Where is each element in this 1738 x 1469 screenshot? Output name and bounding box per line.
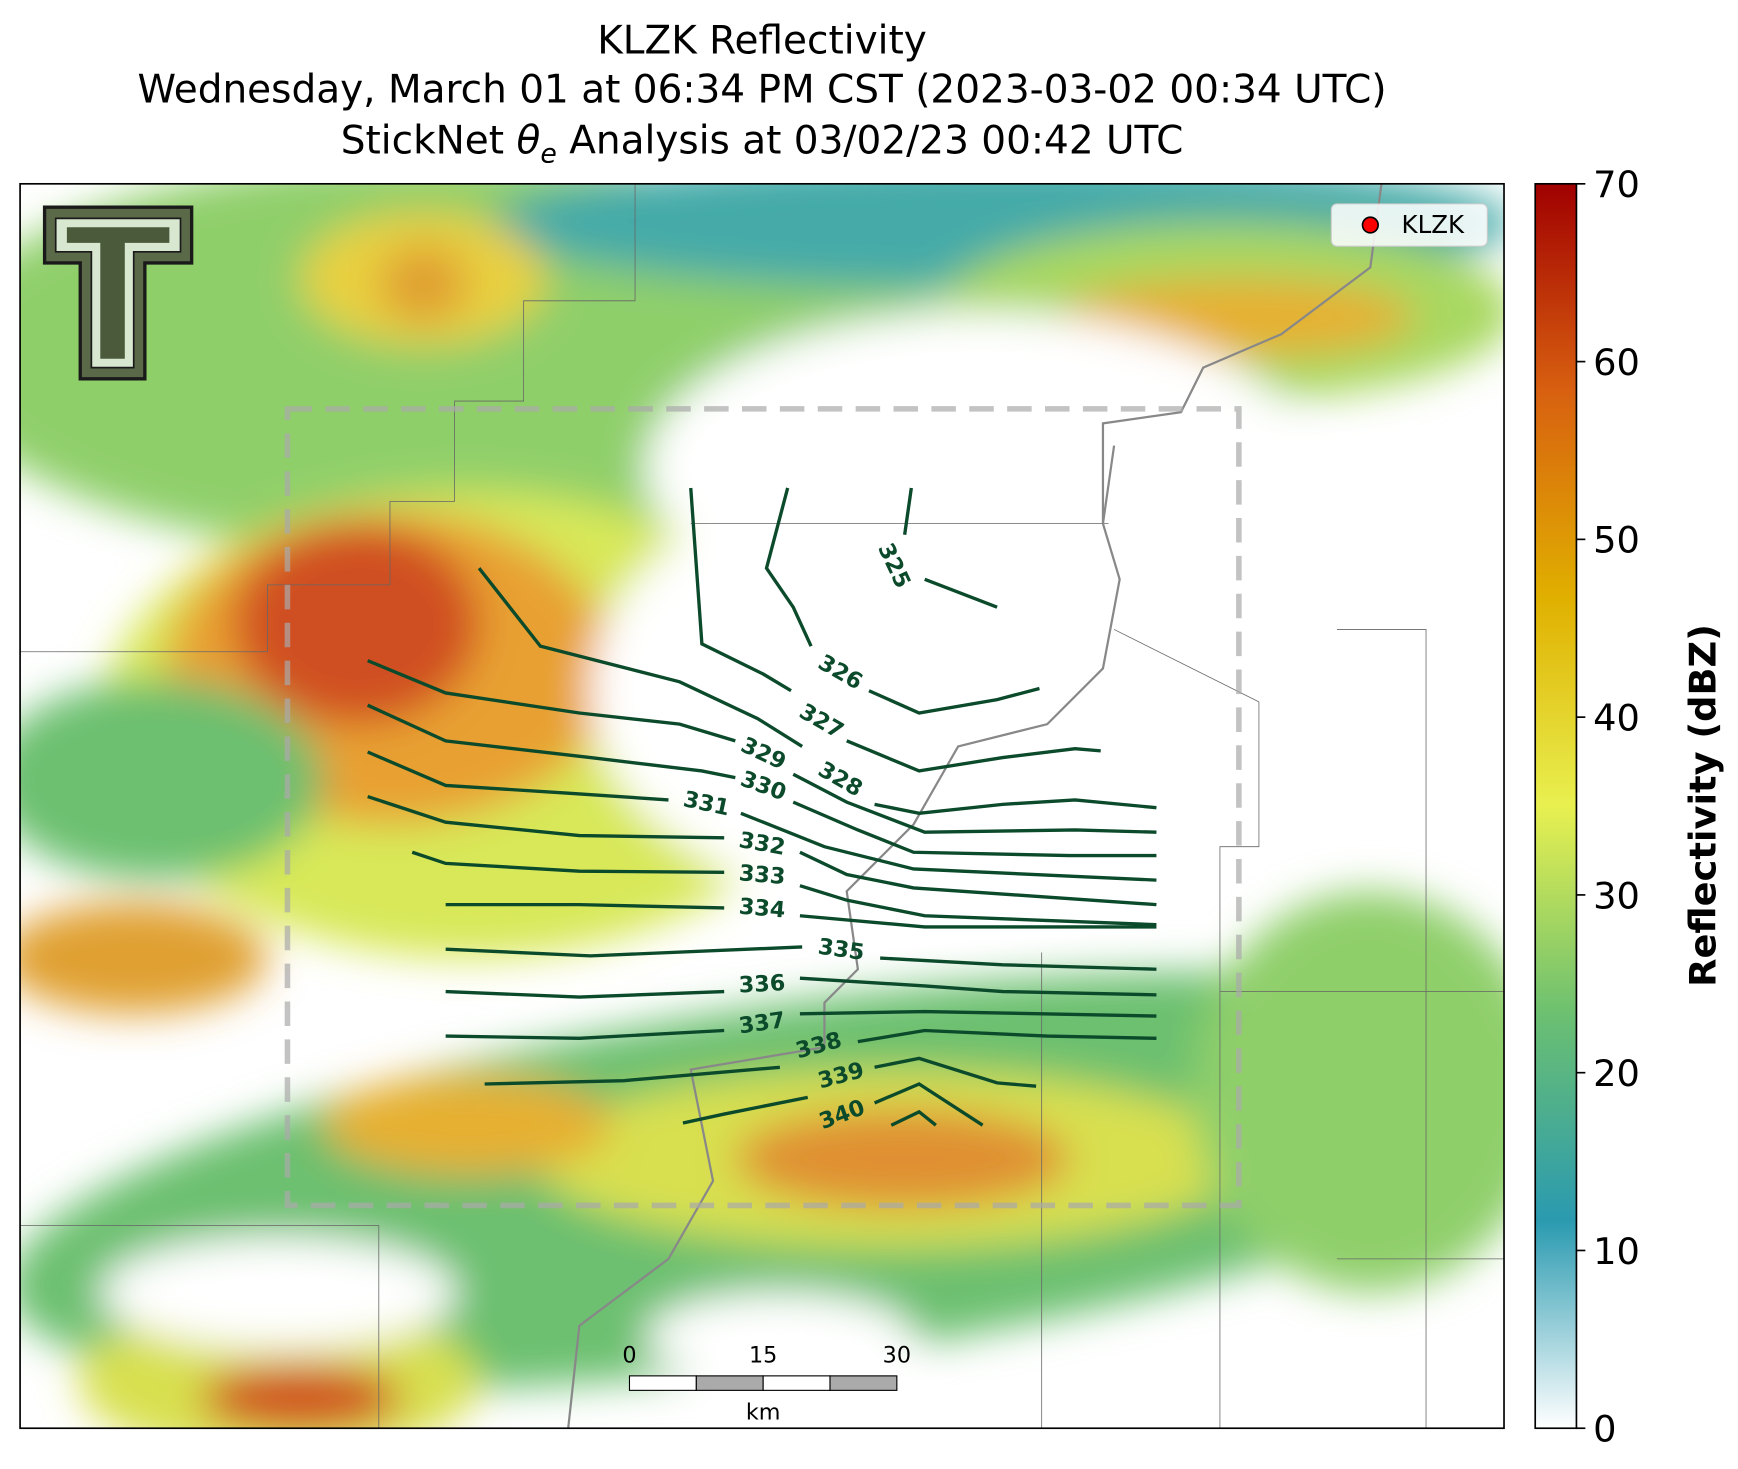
scale-segment bbox=[695, 1375, 764, 1391]
scale-segment bbox=[628, 1375, 697, 1391]
colorbar-tick-label: 30 bbox=[1593, 874, 1640, 917]
scale-unit: km bbox=[746, 1399, 781, 1425]
contour-label: 335 bbox=[816, 934, 866, 966]
scale-tick-label: 0 bbox=[622, 1343, 636, 1369]
analysis-domain bbox=[284, 406, 1242, 1209]
contour-label: 336 bbox=[738, 970, 786, 998]
title-suffix: Analysis at 03/02/23 00:42 UTC bbox=[569, 119, 1183, 164]
scale-segment bbox=[829, 1375, 898, 1391]
scale-bar: 0 15 30 km bbox=[622, 1343, 911, 1426]
colorbar-tick-label: 50 bbox=[1593, 519, 1640, 562]
colorbar-tick-label: 20 bbox=[1593, 1052, 1640, 1095]
contour-label: 334 bbox=[738, 894, 787, 924]
contour-label: 333 bbox=[738, 860, 787, 890]
county-borders bbox=[20, 183, 1505, 1429]
scale-segment bbox=[762, 1375, 831, 1391]
colorbar-tick-label: 40 bbox=[1593, 697, 1640, 740]
colorbar-tick-label: 70 bbox=[1593, 163, 1640, 206]
title-symbol: θ bbox=[517, 119, 541, 164]
legend-marker bbox=[1361, 216, 1379, 234]
map-frame bbox=[19, 182, 1505, 1430]
contour-label: 337 bbox=[737, 1007, 787, 1039]
title-prefix: StickNet bbox=[341, 119, 504, 164]
legend-label: KLZK bbox=[1402, 210, 1465, 239]
legend: KLZK bbox=[1330, 203, 1488, 247]
colorbar-tick-label: 10 bbox=[1593, 1230, 1640, 1273]
scale-tick-label: 30 bbox=[883, 1343, 911, 1369]
logo bbox=[42, 205, 194, 381]
title-line1: KLZK Reflectivity bbox=[597, 18, 927, 63]
contour-lines bbox=[366, 487, 1157, 1127]
colorbar: 0 10 20 30 40 50 60 70 bbox=[1534, 163, 1640, 1451]
title-line2: Wednesday, March 01 at 06:34 PM CST (202… bbox=[137, 67, 1386, 112]
colorbar-tick-label: 0 bbox=[1593, 1408, 1616, 1451]
map: 325 326 327 328 329 330 331 332 333 334 … bbox=[20, 183, 1505, 1429]
title-line3: StickNet θe Analysis at 03/02/23 00:42 U… bbox=[341, 119, 1184, 173]
colorbar-label: Reflectivity (dBZ) bbox=[1682, 624, 1725, 987]
title-subscript: e bbox=[540, 139, 556, 170]
colorbar-tick-label: 60 bbox=[1593, 341, 1640, 384]
scale-tick-label: 15 bbox=[749, 1343, 777, 1369]
